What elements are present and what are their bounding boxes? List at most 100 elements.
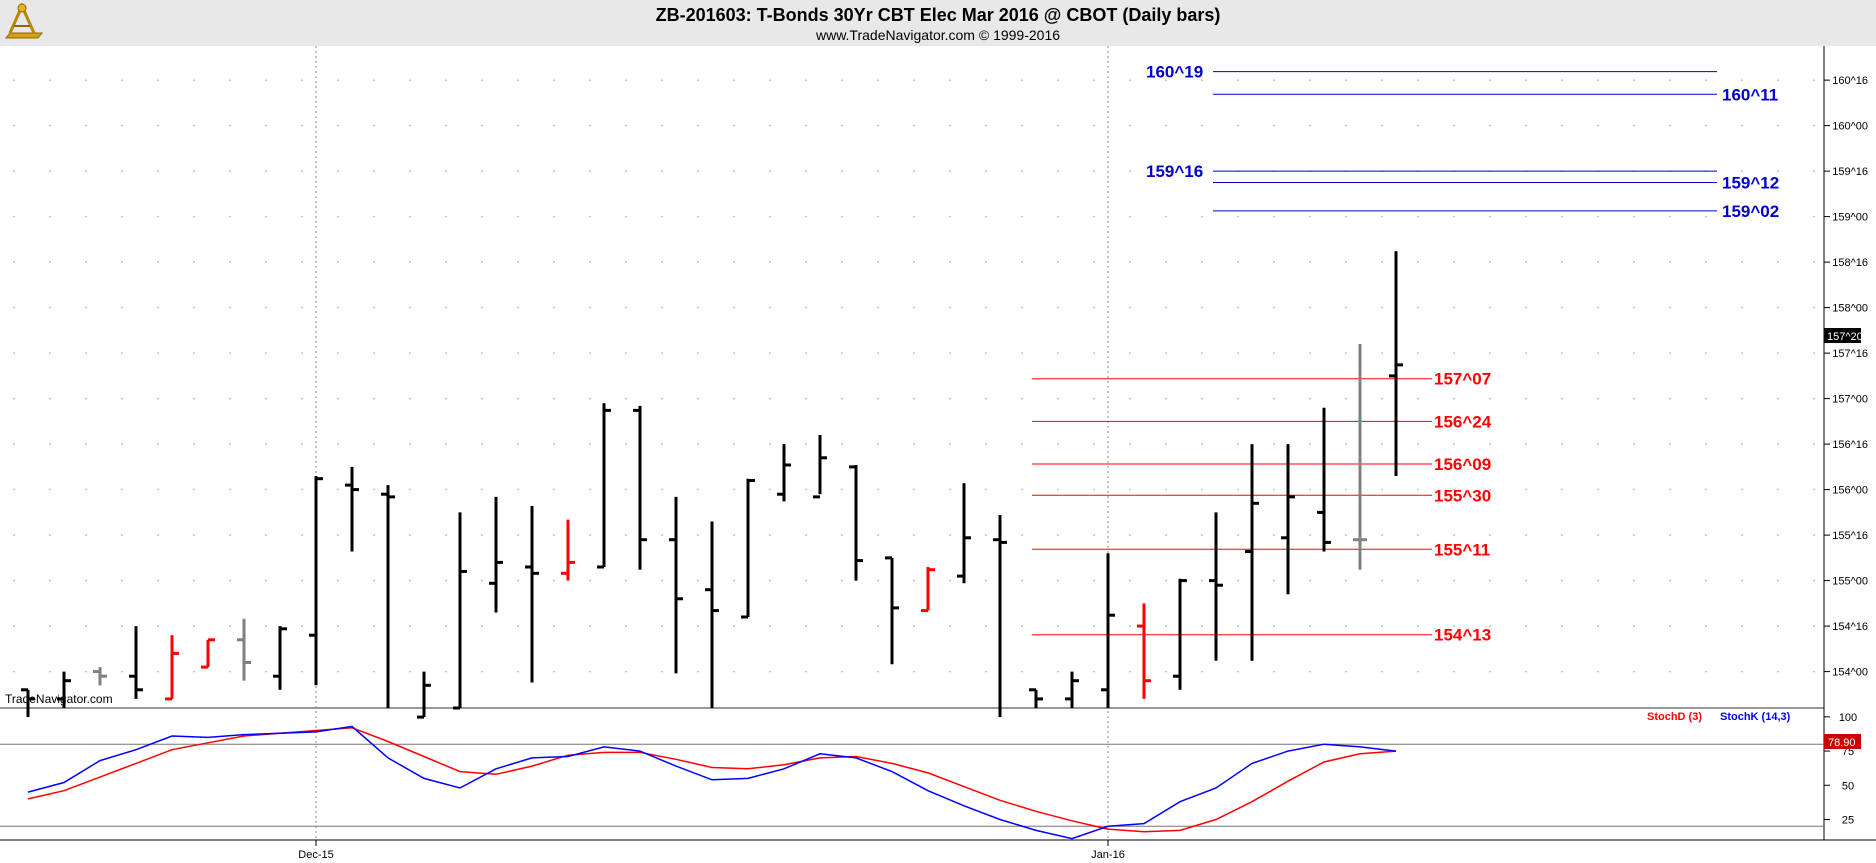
ohlc-bar bbox=[849, 465, 863, 581]
grid-dot bbox=[445, 170, 447, 172]
grid-dot bbox=[445, 261, 447, 263]
grid-dot bbox=[1777, 306, 1779, 309]
grid-dot bbox=[913, 443, 915, 445]
grid-dot bbox=[1201, 352, 1203, 354]
grid-dot bbox=[517, 534, 519, 536]
grid-dot bbox=[1057, 352, 1059, 354]
grid-dot bbox=[1129, 443, 1131, 445]
grid-dot bbox=[1561, 352, 1563, 354]
grid-dot bbox=[1813, 306, 1815, 309]
grid-dot bbox=[481, 261, 483, 263]
grid-dot bbox=[805, 443, 807, 445]
grid-dot bbox=[1057, 579, 1059, 582]
grid-dot bbox=[769, 170, 771, 172]
grid-dot bbox=[1813, 579, 1815, 582]
grid-dot bbox=[913, 625, 915, 627]
grid-dot bbox=[769, 261, 771, 263]
grid-dot bbox=[373, 306, 375, 309]
grid-dot bbox=[229, 261, 231, 263]
grid-dot bbox=[805, 625, 807, 627]
grid-dot bbox=[1489, 488, 1491, 491]
grid-dot bbox=[1705, 443, 1707, 445]
grid-dot bbox=[877, 261, 879, 263]
grid-dot bbox=[841, 79, 843, 81]
grid-dot bbox=[229, 352, 231, 354]
grid-dot bbox=[445, 79, 447, 81]
grid-dot bbox=[517, 488, 519, 491]
grid-dot bbox=[1237, 352, 1239, 354]
grid-dot bbox=[733, 670, 735, 673]
grid-dot bbox=[301, 579, 303, 582]
grid-dot bbox=[445, 443, 447, 445]
ohlc-bar bbox=[813, 435, 827, 499]
grid-dot bbox=[1273, 579, 1275, 582]
grid-dot bbox=[481, 170, 483, 172]
grid-dot bbox=[1057, 306, 1059, 309]
grid-dot bbox=[985, 625, 987, 627]
grid-dot bbox=[1273, 352, 1275, 354]
grid-dot bbox=[661, 215, 663, 218]
grid-dot bbox=[1201, 579, 1203, 582]
grid-dot bbox=[1345, 443, 1347, 445]
grid-dot bbox=[481, 443, 483, 445]
ohlc-bar bbox=[885, 556, 899, 665]
grid-dot bbox=[949, 670, 951, 673]
grid-dot bbox=[913, 124, 915, 127]
grid-dot bbox=[373, 215, 375, 218]
grid-dot bbox=[301, 352, 303, 354]
grid-dot bbox=[337, 534, 339, 536]
grid-dot bbox=[1273, 261, 1275, 263]
grid-dot bbox=[589, 670, 591, 673]
grid-dot bbox=[1129, 397, 1131, 400]
grid-dot bbox=[1021, 215, 1023, 218]
grid-dot bbox=[985, 443, 987, 445]
grid-dot bbox=[1165, 534, 1167, 536]
grid-dot bbox=[85, 79, 87, 81]
grid-dot bbox=[373, 670, 375, 673]
watermark: TradeNavigator.com bbox=[5, 692, 113, 706]
grid-dot bbox=[1669, 443, 1671, 445]
grid-dot bbox=[193, 261, 195, 263]
grid-dot bbox=[1813, 352, 1815, 354]
grid-dot bbox=[229, 215, 231, 218]
grid-dot bbox=[1057, 443, 1059, 445]
grid-dot bbox=[1705, 397, 1707, 400]
grid-dot bbox=[1021, 397, 1023, 400]
grid-dot bbox=[1525, 625, 1527, 627]
grid-dot bbox=[697, 170, 699, 172]
grid-dot bbox=[1309, 306, 1311, 309]
grid-dot bbox=[1561, 215, 1563, 218]
grid-dot bbox=[733, 261, 735, 263]
grid-dot bbox=[697, 397, 699, 400]
grid-dot bbox=[1525, 397, 1527, 400]
grid-dot bbox=[805, 170, 807, 172]
grid-dot bbox=[697, 488, 699, 491]
grid-dot bbox=[1777, 79, 1779, 81]
grid-dot bbox=[1777, 215, 1779, 218]
ohlc-bar bbox=[345, 466, 359, 552]
grid-dot bbox=[481, 215, 483, 218]
grid-dot bbox=[733, 215, 735, 218]
grid-dot bbox=[805, 124, 807, 127]
grid-dot bbox=[1669, 579, 1671, 582]
grid-dot bbox=[877, 79, 879, 81]
grid-dot bbox=[1561, 306, 1563, 309]
grid-dot bbox=[265, 397, 267, 400]
ohlc-bar bbox=[597, 403, 611, 569]
grid-dot bbox=[1525, 579, 1527, 582]
grid-dot bbox=[1021, 443, 1023, 445]
grid-dot bbox=[661, 670, 663, 673]
grid-dot bbox=[1309, 670, 1311, 673]
grid-dot bbox=[1633, 124, 1635, 127]
grid-dot bbox=[1237, 79, 1239, 81]
grid-dot bbox=[949, 534, 951, 536]
grid-dot bbox=[1489, 124, 1491, 127]
grid-dot bbox=[949, 261, 951, 263]
grid-dot bbox=[49, 397, 51, 400]
price-levels: 160^19 160^11 159^16 159^12 159^02 157^07 156^… bbox=[1032, 63, 1779, 645]
price-tick-label: 158^16 bbox=[1832, 257, 1868, 269]
grid-dot bbox=[1201, 215, 1203, 218]
grid-dot bbox=[1453, 352, 1455, 354]
grid-dot bbox=[49, 124, 51, 127]
grid-dot bbox=[733, 170, 735, 172]
